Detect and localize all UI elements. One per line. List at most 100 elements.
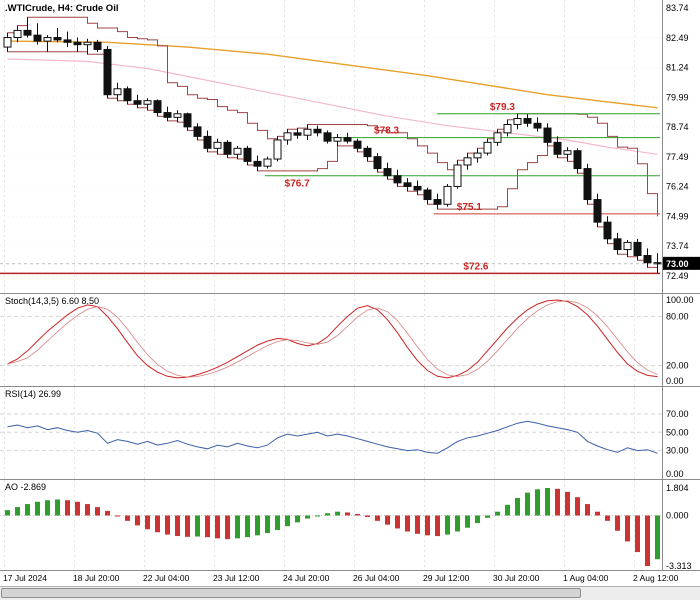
ao-bar (75, 501, 80, 516)
candle-body (253, 160, 262, 167)
candle-body (413, 185, 422, 191)
candle-body (453, 164, 462, 187)
candle-body (103, 48, 112, 96)
ao-axis-tick: 0.000 (666, 510, 689, 520)
ao-bar (215, 515, 220, 539)
stoch-axis-tick: 0.00 (666, 376, 684, 386)
ao-bar (255, 515, 260, 536)
stoch-axis-labels: 100.00 80.00 20.00 0.00 (666, 295, 694, 386)
stoch-axis-tick: 20.00 (666, 361, 689, 371)
ao-bar (175, 515, 180, 537)
price-level-label: $79.3 (490, 102, 515, 113)
candle-body (553, 141, 562, 155)
candle-body (243, 147, 252, 162)
date-axis-tick: 18 Jul 20:00 (73, 573, 120, 583)
ao-bar (65, 500, 70, 516)
candle-body (33, 34, 42, 42)
ao-bar (615, 515, 620, 531)
price-axis-tick: 79.99 (666, 92, 689, 102)
ao-bar (25, 504, 30, 516)
date-axis-tick: 17 Jul 2024 (3, 573, 47, 583)
candle-body (203, 135, 212, 149)
ao-bar (435, 515, 440, 537)
ao-layer (5, 488, 660, 566)
candle-body (423, 189, 432, 201)
ao-axis-tick: 1.804 (666, 483, 689, 493)
price-level-label: $72.6 (463, 261, 488, 272)
horizontal-scrollbar[interactable] (0, 586, 700, 600)
ao-bar (475, 515, 480, 524)
ao-bar (185, 515, 190, 537)
ao-bar (35, 501, 40, 516)
ao-bar (55, 499, 60, 516)
candle-body (273, 139, 282, 160)
candle-body (523, 118, 532, 124)
ao-bar (465, 515, 470, 528)
ao-bar (645, 515, 650, 566)
candle-body (613, 238, 622, 251)
current-price-marker: 73.00 (0, 256, 700, 270)
ao-bar (85, 504, 90, 516)
rsi-layer (7, 420, 658, 454)
ao-bar (355, 513, 360, 516)
candle-body (463, 157, 472, 166)
ao-bar (625, 515, 630, 542)
frame-layer (0, 0, 700, 571)
ao-bar (245, 515, 250, 538)
ao-bar (395, 515, 400, 529)
stoch-main-line (7, 299, 658, 379)
ao-bar (525, 492, 530, 516)
price-axis-tick: 73.74 (666, 241, 689, 251)
ao-bar (635, 515, 640, 553)
rsi-line (7, 420, 658, 454)
grid-layer (0, 0, 662, 570)
candle-body (123, 88, 132, 102)
ao-bar (445, 515, 450, 535)
rsi-axis-tick: 70.00 (666, 409, 689, 419)
candle-body (223, 141, 232, 155)
candle-body (343, 137, 352, 142)
price-axis-labels: 83.74 82.49 81.24 79.99 78.74 77.49 76.24 74.99… (666, 3, 689, 281)
moving-average-layer (7, 40, 658, 155)
candle-body (513, 118, 522, 125)
ao-bar (305, 515, 310, 519)
ao-bar (285, 515, 290, 527)
ao-bar (605, 515, 610, 521)
ao-bar (45, 500, 50, 516)
ao-bar (425, 515, 430, 536)
rsi-axis-labels: 70.00 50.00 30.00 0.00 (666, 409, 689, 479)
ao-bar (365, 515, 370, 518)
ao-bar (495, 511, 500, 516)
ao-bar (555, 488, 560, 516)
candle-body (43, 37, 52, 42)
candle-body (633, 241, 642, 257)
price-axis-tick: 81.24 (666, 63, 689, 73)
scrollbar-thumb[interactable] (1, 588, 581, 598)
ao-bar (385, 515, 390, 525)
price-level-label: $78.3 (374, 126, 399, 137)
ao-bar (505, 504, 510, 516)
ao-bar (295, 515, 300, 523)
ao-bar (415, 515, 420, 534)
candle-body (383, 168, 392, 177)
date-axis-tick: 24 Jul 20:00 (283, 573, 330, 583)
ao-bar (115, 515, 120, 517)
ao-bar (575, 497, 580, 516)
candle-body (213, 141, 222, 149)
candle-body (183, 113, 192, 128)
ao-bar (545, 488, 550, 516)
candle-body (83, 41, 92, 46)
candle-body (63, 39, 72, 43)
candle-body (193, 126, 202, 137)
ao-bar (235, 515, 240, 539)
candle-body (603, 221, 612, 240)
ao-bar (315, 515, 320, 517)
ao-bar (515, 497, 520, 516)
current-price-box (663, 256, 700, 270)
candle-body (623, 241, 632, 251)
fast-ma-pink (7, 58, 658, 155)
candle-body (363, 147, 372, 158)
ao-bar (325, 513, 330, 516)
candle-body (583, 168, 592, 201)
